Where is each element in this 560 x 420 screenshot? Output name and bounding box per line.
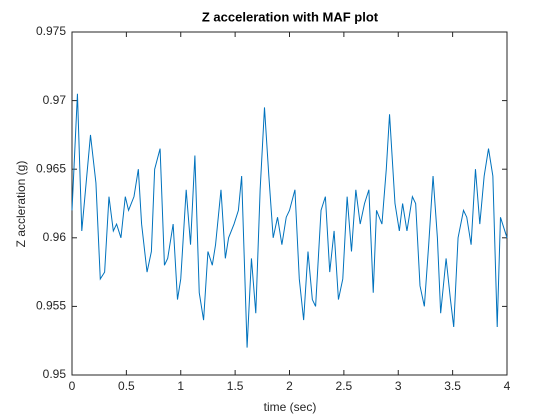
x-tick-label: 0 <box>69 379 76 393</box>
x-tick-label: 2.5 <box>336 379 353 393</box>
x-tick-label: 1 <box>177 379 184 393</box>
x-tick-label: 1.5 <box>227 379 244 393</box>
y-tick-label: 0.97 <box>43 93 67 107</box>
data-line <box>71 93 508 348</box>
y-tick-label: 0.965 <box>36 161 66 175</box>
y-axis-label: Z accleration (g) <box>14 161 28 248</box>
x-tick-label: 0.5 <box>118 379 135 393</box>
x-axis-label: time (sec) <box>264 400 317 414</box>
x-tick-label: 3.5 <box>444 379 461 393</box>
y-tick-label: 0.96 <box>43 230 67 244</box>
chart-title: Z acceleration with MAF plot <box>202 9 379 24</box>
y-tick-label: 0.975 <box>36 24 66 38</box>
y-tick-label: 0.955 <box>36 299 66 313</box>
plot-area <box>71 31 508 376</box>
y-tick-label: 0.95 <box>43 367 67 381</box>
x-tick-label: 2 <box>286 379 293 393</box>
x-tick-label: 4 <box>504 379 511 393</box>
x-tick-label: 3 <box>395 379 402 393</box>
